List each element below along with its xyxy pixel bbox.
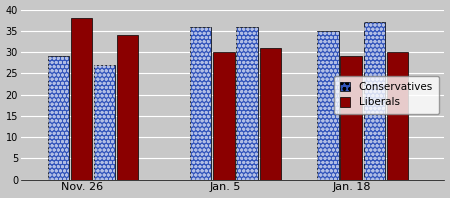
Bar [317, 31, 338, 180]
Bar [341, 56, 362, 180]
Bar [260, 48, 281, 180]
Bar [71, 18, 92, 180]
Bar [190, 27, 212, 180]
Bar [387, 52, 408, 180]
Bar [48, 56, 69, 180]
Bar [117, 35, 138, 180]
Bar [94, 65, 115, 180]
Bar [364, 22, 385, 180]
Legend: Conservatives, Liberals: Conservatives, Liberals [334, 75, 439, 114]
Bar [213, 52, 234, 180]
Bar [48, 56, 69, 180]
Bar [317, 31, 338, 180]
Bar [237, 27, 258, 180]
Bar [237, 27, 258, 180]
Bar [190, 27, 212, 180]
Bar [94, 65, 115, 180]
Bar [364, 22, 385, 180]
